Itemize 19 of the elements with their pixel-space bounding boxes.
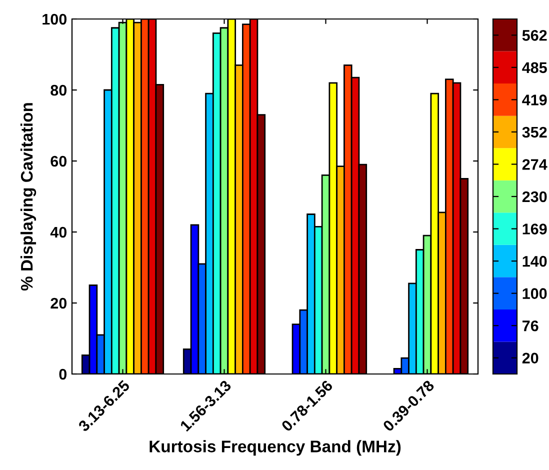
legend-label: 485 [522,62,547,74]
legend-label: 562 [522,30,547,41]
y-tick-label: 40 [50,226,67,238]
legend-label: 352 [522,126,547,138]
legend-label: 169 [522,224,547,234]
y-tick-label: 80 [50,84,67,96]
legend-label: 274 [522,159,548,170]
y-tick-label: 20 [50,298,67,309]
x-axis-title: Kurtosis Frequency Band (MHz) [150,440,401,456]
legend-label: 100 [522,288,547,300]
legend-label: 230 [522,191,547,202]
y-tick-label: 0 [59,368,67,380]
y-tick-label: 100 [42,14,67,25]
legend-label: 140 [522,256,547,267]
legend-label: 419 [522,94,547,106]
legend-label: 76 [522,320,538,332]
y-axis-title: % Displaying Cavitation [20,103,36,291]
legend-label: 20 [522,352,538,364]
y-tick-label: 60 [50,156,67,167]
